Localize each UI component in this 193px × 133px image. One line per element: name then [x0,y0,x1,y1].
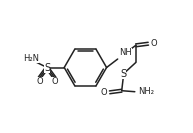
Text: H₂N: H₂N [23,54,39,63]
Text: O: O [36,77,43,86]
Text: O: O [151,39,157,48]
Text: S: S [44,63,50,72]
Text: S: S [120,68,126,79]
Text: NH₂: NH₂ [138,87,154,96]
Text: NH: NH [119,48,131,57]
Text: O: O [52,77,58,86]
Text: O: O [100,88,107,97]
